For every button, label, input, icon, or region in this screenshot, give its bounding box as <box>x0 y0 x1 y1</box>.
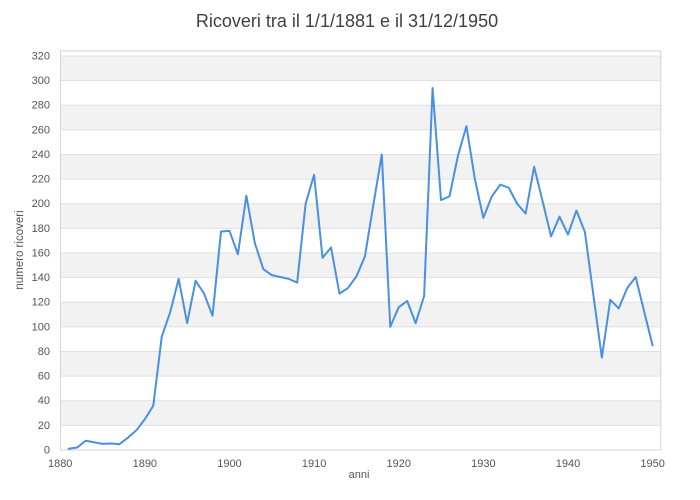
svg-text:280: 280 <box>32 100 50 112</box>
svg-text:60: 60 <box>38 371 50 383</box>
svg-text:180: 180 <box>32 223 50 235</box>
svg-text:300: 300 <box>32 75 50 87</box>
svg-text:1910: 1910 <box>302 458 326 470</box>
svg-text:80: 80 <box>38 346 50 358</box>
svg-text:260: 260 <box>32 124 50 136</box>
svg-text:0: 0 <box>44 444 50 456</box>
svg-text:1940: 1940 <box>556 458 580 470</box>
svg-text:Ricoveri tra il 1/1/1881 e il: Ricoveri tra il 1/1/1881 e il 31/12/1950 <box>196 11 498 31</box>
svg-text:1920: 1920 <box>386 458 410 470</box>
svg-text:40: 40 <box>38 395 50 407</box>
svg-text:1950: 1950 <box>640 458 664 470</box>
svg-text:100: 100 <box>32 321 50 333</box>
svg-text:20: 20 <box>38 420 50 432</box>
svg-text:1880: 1880 <box>48 458 72 470</box>
svg-text:160: 160 <box>32 247 50 259</box>
svg-text:200: 200 <box>32 198 50 210</box>
svg-text:320: 320 <box>32 50 50 62</box>
svg-text:240: 240 <box>32 149 50 161</box>
svg-text:numero ricoveri: numero ricoveri <box>14 210 26 289</box>
svg-text:140: 140 <box>32 272 50 284</box>
svg-text:120: 120 <box>32 297 50 309</box>
svg-text:220: 220 <box>32 174 50 186</box>
svg-text:1900: 1900 <box>217 458 241 470</box>
svg-text:anni: anni <box>349 469 370 481</box>
svg-text:1890: 1890 <box>133 458 157 470</box>
svg-text:1930: 1930 <box>471 458 495 470</box>
